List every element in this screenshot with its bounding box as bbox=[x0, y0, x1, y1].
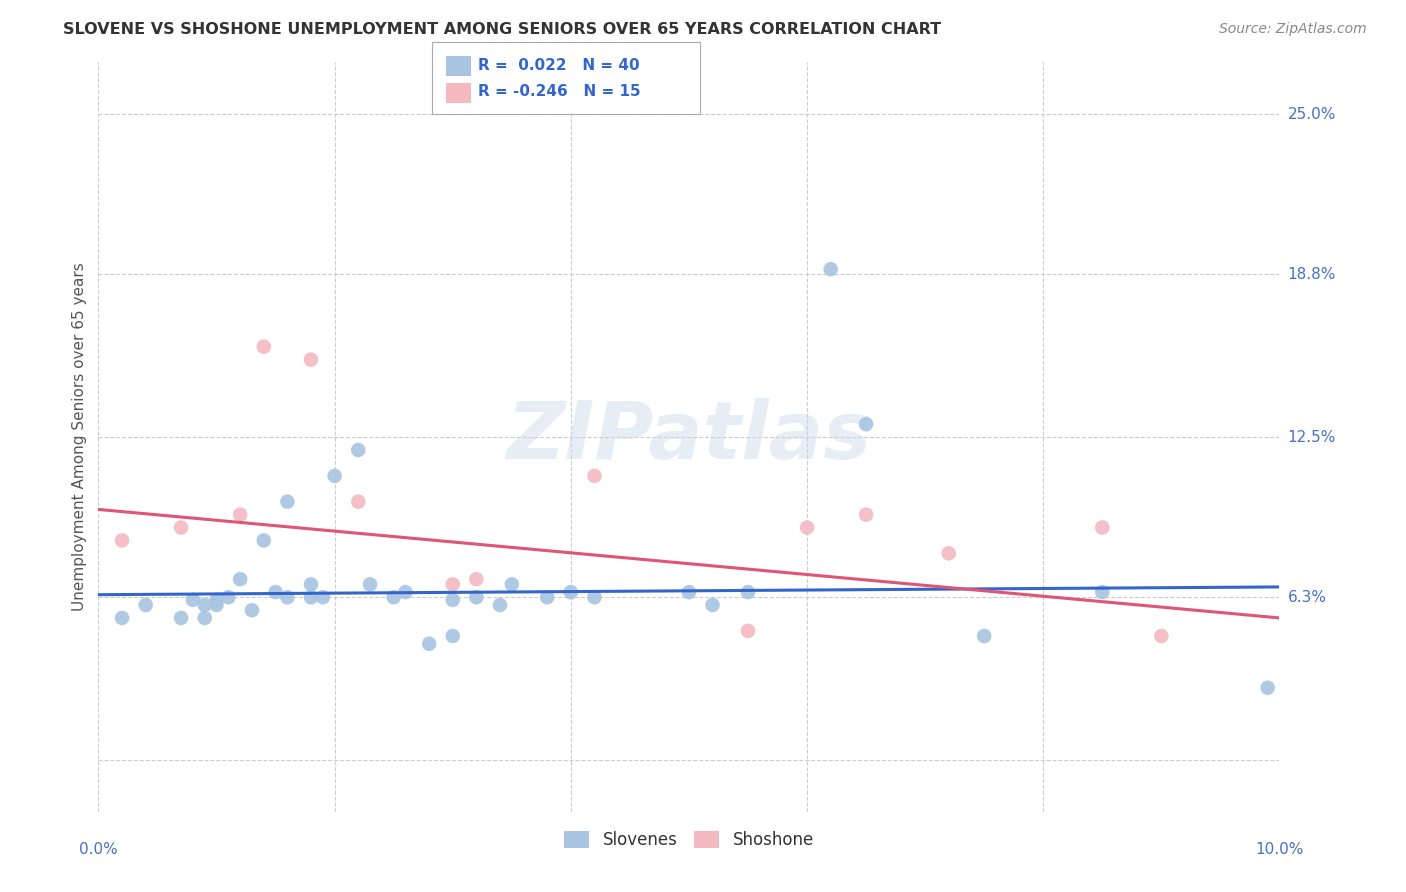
Point bbox=[229, 572, 252, 586]
Point bbox=[583, 468, 606, 483]
Point bbox=[855, 417, 877, 432]
Point bbox=[441, 577, 464, 591]
Point bbox=[973, 629, 995, 643]
Point bbox=[111, 611, 134, 625]
Point bbox=[205, 598, 228, 612]
Point bbox=[229, 508, 252, 522]
Point bbox=[135, 598, 157, 612]
Point bbox=[382, 591, 405, 605]
Legend: Slovenes, Shoshone: Slovenes, Shoshone bbox=[558, 824, 820, 855]
Point bbox=[312, 591, 335, 605]
Point bbox=[253, 340, 276, 354]
Point bbox=[1091, 585, 1114, 599]
Point bbox=[299, 352, 322, 367]
Point bbox=[418, 637, 440, 651]
Text: 10.0%: 10.0% bbox=[1256, 842, 1303, 857]
Point bbox=[194, 598, 217, 612]
Point bbox=[170, 611, 193, 625]
Text: 18.8%: 18.8% bbox=[1288, 267, 1336, 282]
Point bbox=[276, 591, 298, 605]
Text: SLOVENE VS SHOSHONE UNEMPLOYMENT AMONG SENIORS OVER 65 YEARS CORRELATION CHART: SLOVENE VS SHOSHONE UNEMPLOYMENT AMONG S… bbox=[63, 22, 942, 37]
Point bbox=[276, 494, 298, 508]
Point bbox=[441, 629, 464, 643]
Text: R = -0.246   N = 15: R = -0.246 N = 15 bbox=[478, 85, 641, 99]
Point bbox=[205, 592, 228, 607]
Text: ZIPatlas: ZIPatlas bbox=[506, 398, 872, 476]
Point bbox=[855, 508, 877, 522]
Point bbox=[170, 520, 193, 534]
Text: 6.3%: 6.3% bbox=[1288, 590, 1327, 605]
Point bbox=[264, 585, 287, 599]
Point bbox=[240, 603, 263, 617]
Point bbox=[217, 591, 239, 605]
Point bbox=[359, 577, 381, 591]
Point bbox=[347, 494, 370, 508]
Point bbox=[560, 585, 582, 599]
Point bbox=[347, 442, 370, 457]
Point bbox=[501, 577, 523, 591]
Text: R =  0.022   N = 40: R = 0.022 N = 40 bbox=[478, 58, 640, 72]
Text: Source: ZipAtlas.com: Source: ZipAtlas.com bbox=[1219, 22, 1367, 37]
Point bbox=[465, 591, 488, 605]
Point bbox=[1091, 520, 1114, 534]
Point bbox=[583, 591, 606, 605]
Text: 12.5%: 12.5% bbox=[1288, 430, 1336, 444]
Point bbox=[111, 533, 134, 548]
Point bbox=[938, 546, 960, 560]
Point bbox=[737, 585, 759, 599]
Text: 0.0%: 0.0% bbox=[79, 842, 118, 857]
Point bbox=[323, 468, 346, 483]
Point bbox=[465, 572, 488, 586]
Y-axis label: Unemployment Among Seniors over 65 years: Unemployment Among Seniors over 65 years bbox=[72, 263, 87, 611]
Point bbox=[536, 591, 558, 605]
Point bbox=[678, 585, 700, 599]
Point bbox=[299, 577, 322, 591]
Point bbox=[441, 592, 464, 607]
Point bbox=[394, 585, 416, 599]
Point bbox=[1257, 681, 1279, 695]
Point bbox=[489, 598, 512, 612]
Point bbox=[181, 592, 204, 607]
Point bbox=[194, 611, 217, 625]
Point bbox=[737, 624, 759, 638]
Point bbox=[820, 262, 842, 277]
Point bbox=[796, 520, 818, 534]
Point bbox=[1150, 629, 1173, 643]
Point bbox=[253, 533, 276, 548]
Text: 25.0%: 25.0% bbox=[1288, 107, 1336, 121]
Point bbox=[702, 598, 724, 612]
Point bbox=[299, 591, 322, 605]
